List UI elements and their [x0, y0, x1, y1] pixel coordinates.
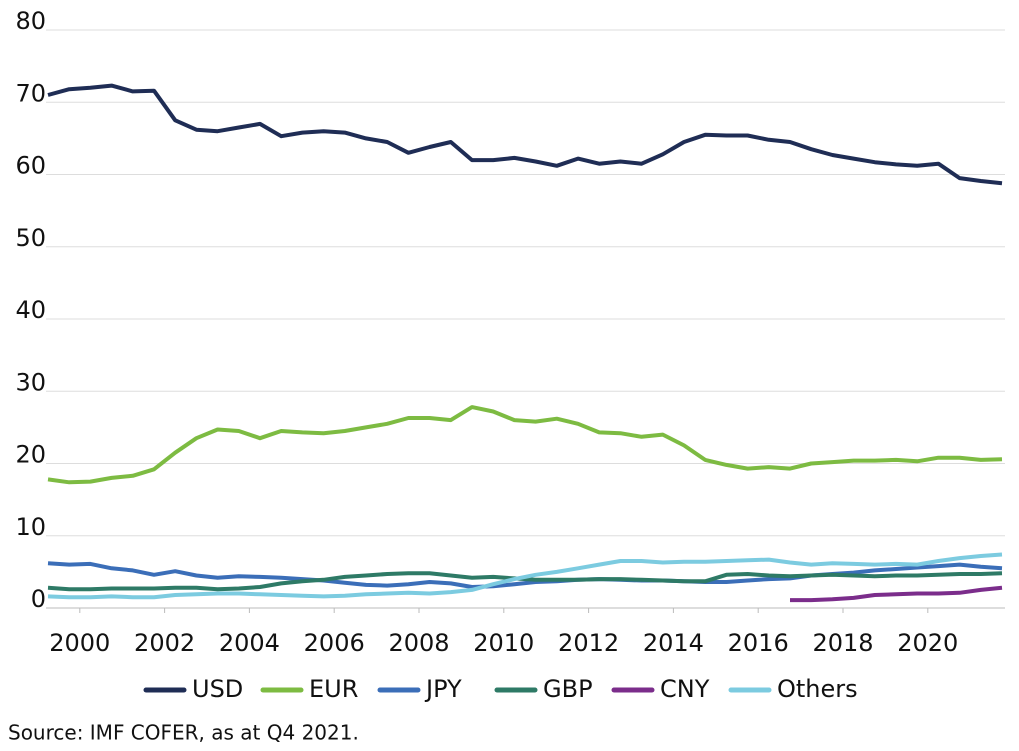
y-tick-label: 50: [15, 224, 46, 252]
x-tick-label: 2004: [219, 629, 280, 657]
y-tick-label: 60: [15, 152, 46, 180]
x-tick-label: 2020: [897, 629, 958, 657]
series-line: [47, 405, 1003, 485]
x-tick-label: 2006: [304, 629, 365, 657]
legend-label: EUR: [309, 675, 358, 703]
x-tick-label: 2000: [49, 629, 110, 657]
y-tick-label: 10: [15, 513, 46, 541]
y-tick-label: 70: [15, 79, 46, 107]
legend-label: CNY: [660, 675, 710, 703]
series-line: [47, 571, 1003, 592]
y-tick-label: 40: [15, 296, 46, 324]
legend-label: GBP: [543, 675, 593, 703]
y-tick-label: 20: [15, 441, 46, 469]
y-tick-label: 0: [31, 585, 46, 613]
x-tick-label: 2008: [388, 629, 449, 657]
legend-label: USD: [192, 675, 243, 703]
series-line: [790, 585, 1003, 603]
y-tick-label: 30: [15, 368, 46, 396]
series-line: [47, 83, 1003, 186]
legend-label: JPY: [424, 675, 462, 703]
x-tick-label: 2012: [558, 629, 619, 657]
y-tick-label: 80: [15, 7, 46, 35]
x-tick-label: 2014: [643, 629, 704, 657]
x-tick-label: 2016: [728, 629, 789, 657]
source-note: Source: IMF COFER, as at Q4 2021.: [8, 721, 359, 745]
series-line: [47, 552, 1003, 600]
legend-label: Others: [777, 675, 858, 703]
x-tick-label: 2018: [812, 629, 873, 657]
x-tick-label: 2010: [473, 629, 534, 657]
x-tick-label: 2002: [134, 629, 195, 657]
